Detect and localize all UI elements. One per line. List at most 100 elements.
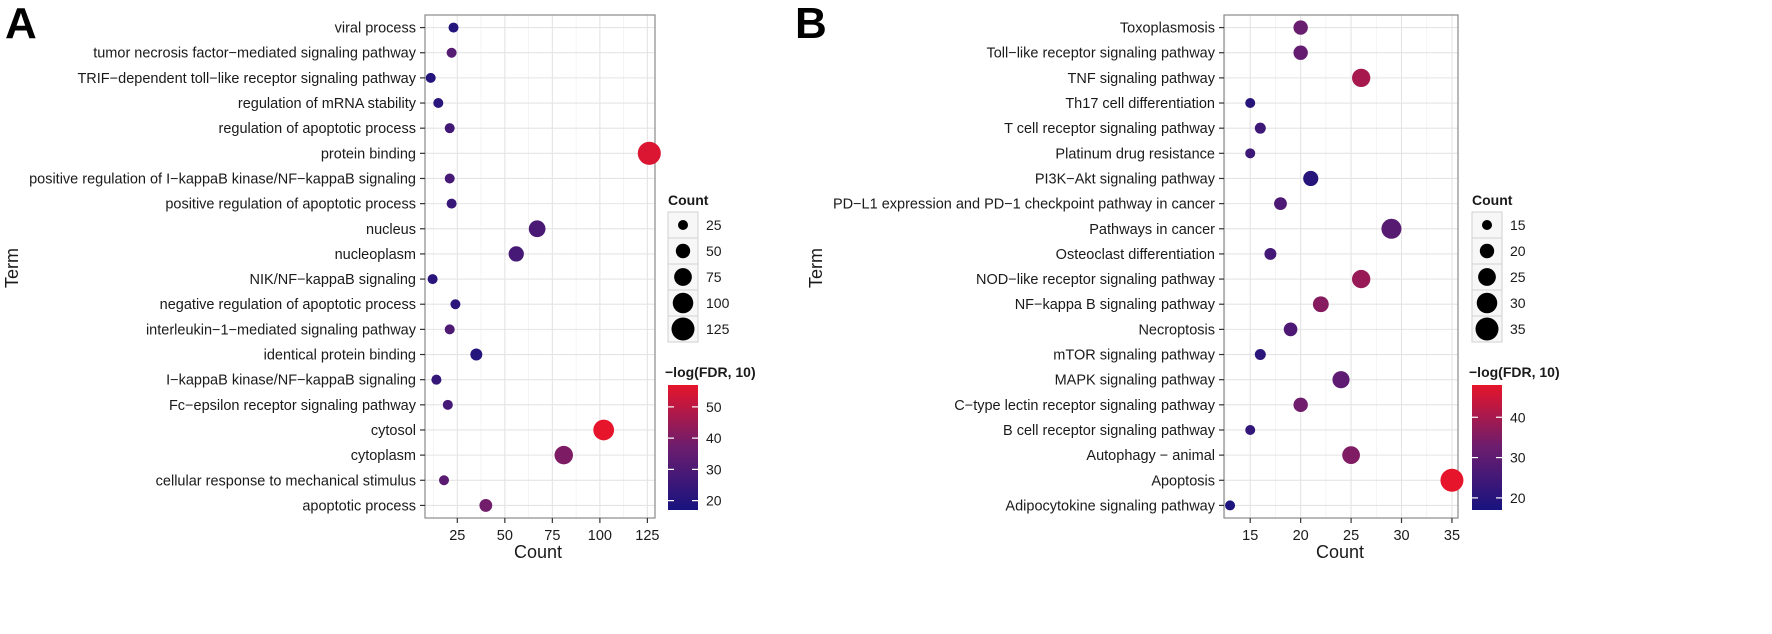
- data-point: [1264, 247, 1277, 260]
- data-point: [1254, 122, 1266, 134]
- data-point: [446, 198, 457, 209]
- panel-b-plot-area: Toxoplasmosis Toll−like receptor signalin…: [833, 14, 1464, 544]
- term-label: nucleoplasm: [335, 247, 416, 263]
- term-label: nucleus: [366, 222, 416, 238]
- data-point: [1332, 371, 1350, 389]
- data-point: [425, 72, 436, 83]
- term-label: negative regulation of apoptotic process: [160, 297, 416, 313]
- size-legend-dot: [671, 317, 695, 341]
- data-point: [1254, 349, 1266, 361]
- panel-a-letter: A: [5, 0, 37, 48]
- color-bar-label: 40: [706, 430, 722, 446]
- term-label: positive regulation of I−kappaB kinase/N…: [29, 171, 416, 187]
- term-label: Necroptosis: [1138, 322, 1215, 338]
- size-legend-label: 30: [1510, 295, 1526, 311]
- plot-border: [424, 14, 656, 519]
- data-point: [1293, 45, 1308, 60]
- x-tick-label: 20: [1293, 528, 1309, 544]
- term-label: T cell receptor signaling pathway: [1004, 121, 1216, 137]
- size-legend-label: 35: [1510, 321, 1526, 337]
- term-label: B cell receptor signaling pathway: [1003, 423, 1216, 439]
- panel-b-legend: Count 15 20 25 30 35 −log(FDR, 10) 20 30 40: [1469, 192, 1560, 510]
- term-label: C−type lectin receptor signaling pathway: [954, 398, 1215, 414]
- data-point: [448, 22, 459, 33]
- color-bar-label: 20: [706, 493, 722, 509]
- term-label: MAPK signaling pathway: [1055, 373, 1216, 389]
- x-tick-label: 25: [449, 528, 465, 544]
- term-label: identical protein binding: [264, 348, 416, 364]
- color-bar-label: 20: [1510, 490, 1526, 506]
- color-bar-label: 30: [1510, 450, 1526, 466]
- term-label: Toll−like receptor signaling pathway: [986, 46, 1215, 62]
- panel-a-y-axis-title: Term: [2, 248, 22, 288]
- term-label: NOD−like receptor signaling pathway: [976, 272, 1216, 288]
- data-point: [446, 47, 457, 58]
- term-label: cytoplasm: [351, 448, 416, 464]
- data-point: [593, 419, 615, 441]
- size-legend-dot: [675, 243, 691, 259]
- x-tick-label: 75: [544, 528, 560, 544]
- data-point: [1352, 269, 1371, 289]
- color-bar-label: 40: [1510, 409, 1526, 425]
- color-bar-label: 30: [706, 461, 722, 477]
- term-label: mTOR signaling pathway: [1053, 348, 1215, 364]
- panel-a: A viral process tumor necrosis factor−med…: [2, 0, 756, 562]
- panel-b-x-axis-title: Count: [1316, 542, 1364, 562]
- x-tick-label: 25: [1343, 528, 1359, 544]
- term-label: I−kappaB kinase/NF−kappaB signaling: [166, 373, 416, 389]
- size-legend-dot: [1479, 243, 1495, 259]
- data-point: [470, 348, 483, 361]
- data-point: [1293, 20, 1308, 35]
- size-legend-label: 50: [706, 243, 722, 259]
- size-legend-dot: [674, 268, 692, 286]
- data-point: [439, 475, 450, 486]
- term-label: Platinum drug resistance: [1055, 146, 1215, 162]
- data-point: [444, 173, 455, 184]
- data-point: [431, 374, 442, 385]
- size-legend-dot: [678, 220, 688, 230]
- panel-a-legend: Count 25 50 75 100 125 −log(FDR, 10) 20 30 40 50: [665, 192, 756, 510]
- term-label: Apoptosis: [1151, 473, 1215, 489]
- size-legend-dot: [1478, 268, 1496, 286]
- term-label: Toxoplasmosis: [1120, 21, 1215, 37]
- size-legend-title: Count: [668, 192, 709, 208]
- term-label: viral process: [335, 21, 416, 37]
- data-point: [450, 299, 461, 310]
- data-point: [1245, 424, 1256, 435]
- color-legend-title: −log(FDR, 10): [665, 364, 756, 380]
- size-legend-label: 125: [706, 321, 730, 337]
- plot-border: [1223, 14, 1459, 519]
- size-legend-label: 15: [1510, 217, 1526, 233]
- term-label: Adipocytokine signaling pathway: [1005, 498, 1215, 514]
- term-label: TRIF−dependent toll−like receptor signal…: [77, 71, 416, 87]
- color-legend-title: −log(FDR, 10): [1469, 364, 1560, 380]
- size-legend-title: Count: [1472, 192, 1513, 208]
- data-point: [554, 445, 573, 465]
- data-point: [1293, 397, 1308, 413]
- data-point: [444, 324, 455, 335]
- data-point: [1225, 500, 1236, 511]
- x-tick-label: 15: [1242, 528, 1258, 544]
- x-tick-label: 50: [497, 528, 513, 544]
- term-label: PI3K−Akt signaling pathway: [1035, 171, 1216, 187]
- term-label: cytosol: [371, 423, 416, 439]
- size-legend-dot: [672, 292, 694, 314]
- term-label: positive regulation of apoptotic process: [165, 197, 416, 213]
- color-bar: [1472, 385, 1502, 510]
- plot-background: [1224, 15, 1458, 518]
- x-tick-label: 35: [1444, 528, 1460, 544]
- size-legend-label: 25: [706, 217, 722, 233]
- term-label: Osteoclast differentiation: [1056, 247, 1215, 263]
- term-label: Autophagy − animal: [1086, 448, 1215, 464]
- data-point: [528, 220, 546, 238]
- data-point: [1440, 468, 1464, 492]
- size-legend-label: 25: [1510, 269, 1526, 285]
- size-legend-label: 100: [706, 295, 730, 311]
- term-label: Pathways in cancer: [1089, 222, 1215, 238]
- data-point: [508, 246, 524, 262]
- term-label: regulation of mRNA stability: [238, 96, 417, 112]
- color-bar-label: 50: [706, 399, 722, 415]
- term-label: tumor necrosis factor−mediated signaling…: [93, 46, 417, 62]
- color-bar: [668, 385, 698, 510]
- data-point: [1342, 446, 1360, 464]
